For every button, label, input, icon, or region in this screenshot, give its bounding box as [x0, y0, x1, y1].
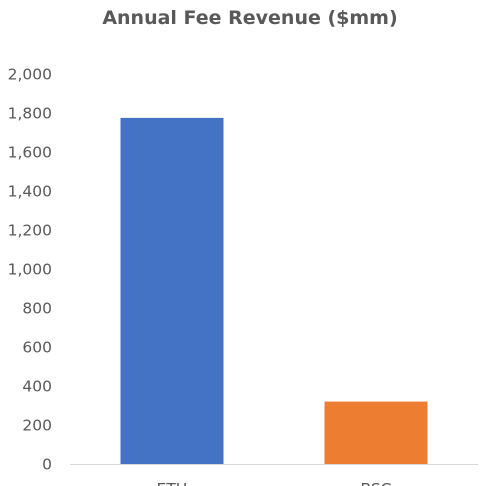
y-tick-label: 1,200: [8, 222, 52, 240]
y-tick-label: 0: [42, 456, 52, 474]
y-axis-tick-labels: 0 200 400 600 800 1,000 1,200 1,400 1,600 1,800 2,…: [8, 66, 52, 474]
y-tick-label: 1,800: [8, 105, 52, 123]
y-tick-label: 1,600: [8, 144, 52, 162]
bar-bsc: [324, 401, 428, 464]
chart-title: Annual Fee Revenue ($mm): [102, 7, 397, 29]
bar-series: [120, 117, 428, 464]
y-tick-label: 1,000: [8, 261, 52, 279]
x-axis-category-labels: ETH BSC: [157, 480, 392, 486]
y-tick-label: 600: [22, 339, 52, 357]
x-category-label: BSC: [360, 480, 391, 486]
bar-eth: [120, 117, 224, 464]
y-tick-label: 2,000: [8, 66, 52, 84]
y-tick-label: 400: [22, 378, 52, 396]
x-category-label: ETH: [157, 480, 188, 486]
y-tick-label: 200: [22, 417, 52, 435]
y-tick-label: 1,400: [8, 183, 52, 201]
y-tick-label: 800: [22, 300, 52, 318]
